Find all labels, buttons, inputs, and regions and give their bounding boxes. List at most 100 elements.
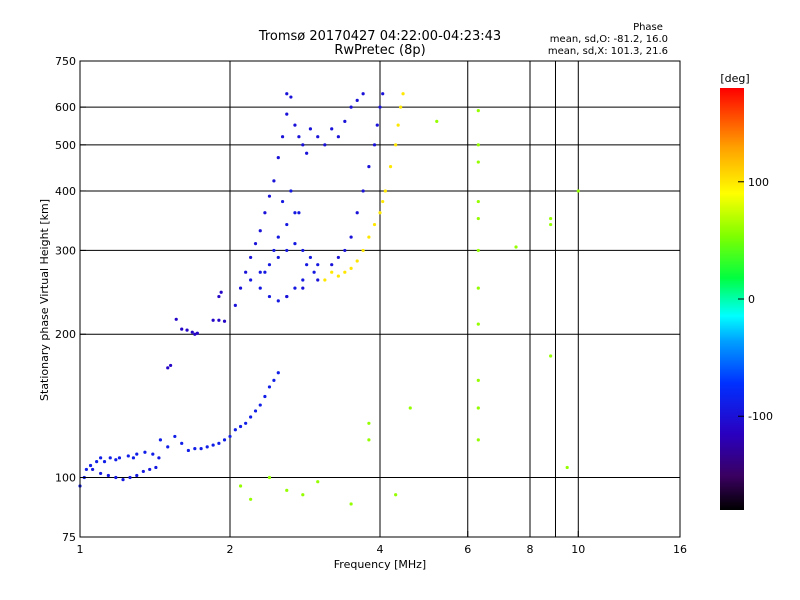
data-point [312,270,316,274]
data-point [143,450,147,454]
data-point [151,452,155,456]
data-point [272,378,276,382]
data-point [276,371,280,375]
data-point [267,294,272,299]
data-point [263,270,267,274]
data-point [102,460,107,464]
data-point [316,480,320,484]
data-point [381,199,385,204]
data-point [217,294,221,299]
x-tick-label: 1 [77,543,84,556]
data-point [244,270,248,274]
y-tick-label: 75 [62,531,76,544]
data-point [121,478,125,482]
x-tick-label: 6 [464,543,471,556]
data-point [253,409,258,413]
data-point [308,127,313,131]
data-point [280,199,285,204]
data-point [285,222,289,227]
colorbar-label: [deg] [720,72,749,85]
x-axis-label: Frequency [MHz] [334,558,426,571]
data-point [169,363,173,368]
data-point [249,278,253,282]
data-point [135,452,139,456]
data-point [367,421,371,425]
data-point [301,248,305,253]
data-point [267,385,272,389]
data-point [91,467,95,472]
data-point [272,179,276,183]
data-point [267,263,272,267]
y-tick-label: 750 [55,55,76,68]
data-point [336,255,340,260]
x-tick-label: 10 [571,543,585,556]
data-point [375,123,379,127]
data-point [301,278,305,282]
data-point [173,434,177,439]
y-tick-label: 100 [55,472,76,485]
data-point [305,263,309,267]
data-point [514,245,518,249]
chart-title: Tromsø 20170427 04:22:00-04:23:43 [258,29,501,44]
data-point [549,354,553,358]
data-point [95,460,99,464]
colorbar-tick-label: -100 [748,410,773,423]
data-point [476,322,480,326]
data-point [190,330,194,334]
data-point [106,473,110,478]
data-point [131,456,136,460]
data-point [361,248,365,253]
data-point [565,465,569,470]
data-point [399,105,403,109]
data-point [276,235,280,239]
data-point [219,290,223,294]
data-point [383,189,387,193]
data-point [211,318,215,322]
data-point [367,438,371,442]
data-points [78,92,580,506]
x-ticks: 1 2 4 6 8 10 16 [77,531,687,556]
data-point [316,135,320,139]
data-point [394,493,398,497]
data-point [238,484,243,488]
data-point [276,299,280,303]
data-point [238,286,243,290]
data-point [343,248,347,253]
chart-subtitle: RwPretec (8p) [334,43,425,58]
colorbar-tick-label: 0 [748,293,755,306]
data-point [293,123,297,127]
data-point [289,95,293,99]
data-point [263,211,267,215]
data-point [367,235,371,239]
data-point [258,270,262,274]
data-point [301,143,305,147]
data-point [301,286,305,290]
data-point [88,463,93,468]
data-point [343,270,347,274]
data-point [141,469,145,474]
data-point [228,434,232,439]
data-point [166,445,170,449]
data-point [280,135,285,139]
y-tick-label: 200 [55,328,76,341]
y-axis-label: Stationary phase Virtual Height [km] [38,199,51,401]
phase-info-x: mean, sd,X: 101.3, 21.6 [548,46,668,57]
data-point [476,248,480,253]
data-point [408,406,412,410]
data-point [126,454,130,458]
data-point [396,123,400,127]
data-point [361,189,365,193]
data-point [263,394,267,399]
data-point [476,109,480,113]
data-point [289,189,293,193]
data-point [174,317,178,321]
data-point [233,303,237,307]
data-point [293,242,297,246]
data-point [293,286,297,290]
data-point [330,127,334,131]
data-point [576,189,580,193]
data-point [158,438,163,442]
data-point [355,259,359,263]
data-point [217,318,221,322]
data-point [211,443,215,447]
